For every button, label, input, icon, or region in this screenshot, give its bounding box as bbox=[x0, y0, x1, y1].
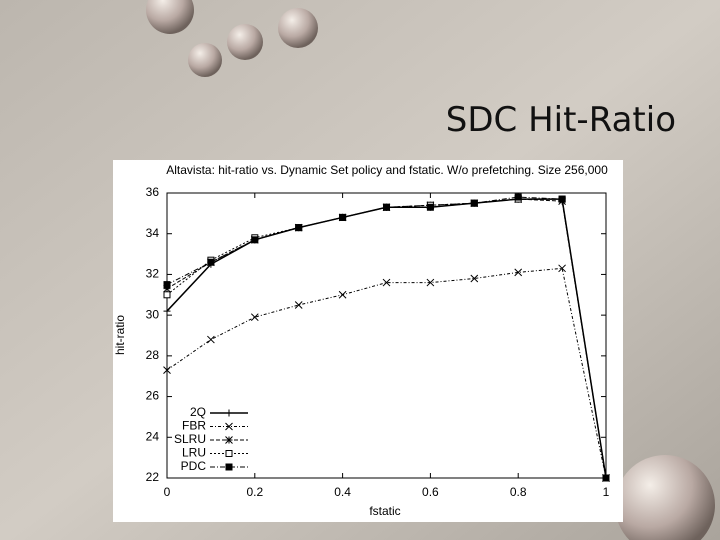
marker bbox=[426, 278, 435, 287]
x-tick-label: 0.2 bbox=[246, 485, 263, 499]
marker bbox=[558, 195, 566, 203]
marker bbox=[163, 284, 171, 293]
x-axis-label: fstatic bbox=[369, 504, 400, 518]
slide-title: SDC Hit-Ratio bbox=[446, 100, 676, 140]
y-tick-label: 34 bbox=[146, 226, 160, 240]
marker bbox=[207, 258, 215, 266]
marker bbox=[426, 203, 434, 211]
x-tick-label: 0.8 bbox=[510, 485, 527, 499]
marker bbox=[163, 281, 171, 289]
marker bbox=[383, 203, 390, 211]
legend-label: FBR bbox=[182, 419, 206, 433]
legend-label: PDC bbox=[181, 459, 207, 473]
sphere bbox=[227, 24, 263, 60]
marker bbox=[225, 436, 233, 444]
marker bbox=[558, 264, 566, 273]
y-tick-label: 30 bbox=[146, 307, 160, 321]
x-tick-label: 1 bbox=[603, 485, 610, 499]
chart-title: Altavista: hit-ratio vs. Dynamic Set pol… bbox=[166, 163, 608, 177]
marker bbox=[250, 313, 259, 322]
series-line bbox=[166, 267, 607, 479]
y-tick-label: 22 bbox=[146, 470, 160, 484]
x-tick-label: 0.6 bbox=[422, 485, 439, 499]
y-tick-label: 24 bbox=[146, 429, 160, 443]
marker bbox=[207, 335, 215, 344]
marker bbox=[339, 213, 347, 221]
marker bbox=[251, 236, 259, 244]
marker bbox=[225, 450, 233, 457]
sphere bbox=[278, 8, 318, 48]
chart: Altavista: hit-ratio vs. Dynamic Set pol… bbox=[113, 160, 623, 522]
legend-label: 2Q bbox=[190, 405, 206, 419]
x-tick-label: 0 bbox=[164, 485, 171, 499]
marker bbox=[163, 366, 171, 374]
sphere bbox=[188, 43, 222, 77]
plot-frame bbox=[166, 192, 607, 479]
y-tick-label: 36 bbox=[146, 185, 160, 199]
y-axis-label: hit-ratio bbox=[113, 315, 127, 355]
chart-background bbox=[113, 160, 623, 522]
y-tick-label: 28 bbox=[146, 348, 160, 362]
marker bbox=[163, 307, 171, 315]
y-tick-label: 32 bbox=[146, 267, 160, 281]
marker bbox=[514, 193, 522, 201]
marker bbox=[294, 301, 303, 309]
marker bbox=[514, 268, 523, 277]
sphere bbox=[146, 0, 194, 34]
marker bbox=[225, 422, 233, 431]
marker bbox=[338, 290, 347, 299]
marker bbox=[163, 291, 171, 299]
marker bbox=[225, 463, 233, 471]
legend-label: LRU bbox=[182, 446, 206, 460]
marker bbox=[602, 474, 610, 482]
marker bbox=[225, 409, 233, 417]
marker bbox=[295, 224, 303, 232]
marker bbox=[470, 274, 479, 283]
sphere bbox=[615, 455, 715, 540]
marker bbox=[382, 278, 391, 287]
legend-label: SLRU bbox=[174, 432, 206, 446]
y-tick-label: 26 bbox=[146, 389, 160, 403]
marker bbox=[470, 199, 478, 207]
x-tick-label: 0.4 bbox=[334, 485, 351, 499]
